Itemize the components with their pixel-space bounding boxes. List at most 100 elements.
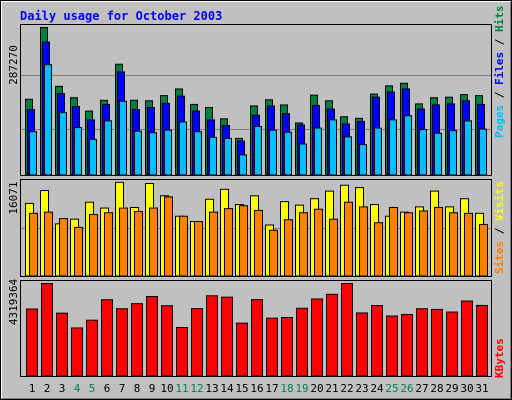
- bar-pages-day-19: [299, 143, 307, 176]
- chart-bars: [25, 27, 488, 377]
- bar-pages-day-6: [104, 120, 112, 176]
- legend-hits-files-pages: Pages / Files / Hits: [493, 6, 506, 139]
- bar-sites-day-27: [419, 210, 428, 277]
- day-label-5: 5: [89, 382, 96, 395]
- bar-pages-day-13: [209, 136, 217, 176]
- day-label-12: 12: [190, 382, 203, 395]
- bar-sites-day-9: [149, 207, 158, 277]
- bar-pages-day-14: [224, 137, 232, 176]
- bar-pages-day-3: [59, 112, 67, 176]
- bar-sites-day-3: [59, 218, 68, 277]
- bar-kbytes-day-28: [431, 308, 443, 377]
- bar-kbytes-day-20: [311, 298, 323, 377]
- bar-pages-day-4: [74, 127, 82, 176]
- day-label-13: 13: [205, 382, 218, 395]
- bar-sites-day-1: [29, 212, 38, 277]
- day-label-29: 29: [445, 382, 458, 395]
- bar-sites-day-7: [119, 207, 128, 277]
- day-label-1: 1: [29, 382, 36, 395]
- bar-sites-day-19: [299, 212, 308, 277]
- bar-kbytes-day-30: [461, 300, 473, 377]
- bar-kbytes-day-24: [371, 305, 383, 377]
- day-label-31: 31: [475, 382, 488, 395]
- bar-sites-day-8: [134, 211, 143, 277]
- bar-kbytes-day-14: [221, 296, 233, 377]
- day-label-4: 4: [74, 382, 81, 395]
- bar-sites-day-5: [89, 214, 98, 277]
- bar-pages-day-17: [269, 129, 277, 176]
- bar-sites-day-2: [44, 211, 53, 277]
- bar-pages-day-7: [119, 100, 127, 176]
- bar-pages-day-29: [449, 130, 457, 176]
- legend-pages: Pages: [493, 105, 506, 138]
- bar-pages-day-10: [164, 129, 172, 176]
- legend-separator: /: [493, 85, 506, 105]
- day-label-28: 28: [430, 382, 443, 395]
- bar-kbytes-day-21: [326, 293, 338, 377]
- day-label-22: 22: [340, 382, 353, 395]
- legend-separator: /: [493, 221, 506, 241]
- bar-kbytes-day-27: [416, 308, 428, 377]
- bar-sites-day-20: [314, 208, 323, 277]
- bar-pages-day-15: [239, 154, 247, 176]
- bar-kbytes-day-31: [476, 304, 488, 377]
- legend-visits-sites: Sites / Visits: [493, 181, 506, 274]
- bar-kbytes-day-17: [266, 317, 278, 377]
- bar-pages-day-9: [149, 132, 157, 176]
- day-label-27: 27: [415, 382, 428, 395]
- bar-kbytes-day-6: [101, 299, 113, 377]
- bar-sites-day-11: [179, 215, 188, 277]
- bar-sites-day-26: [404, 212, 413, 277]
- bar-kbytes-day-16: [251, 299, 263, 377]
- chart-title: Daily usage for October 2003: [20, 9, 222, 23]
- bar-kbytes-day-7: [116, 308, 128, 377]
- bar-sites-day-4: [74, 226, 83, 277]
- bar-pages-day-20: [314, 127, 322, 176]
- bar-pages-day-1: [29, 131, 37, 176]
- day-label-3: 3: [59, 382, 66, 395]
- bar-sites-day-31: [479, 223, 488, 277]
- hits-axis-max-label: 287270: [7, 45, 20, 85]
- bar-kbytes-day-5: [86, 319, 98, 377]
- bar-pages-day-8: [134, 130, 142, 176]
- bar-kbytes-day-22: [341, 283, 353, 377]
- bar-pages-day-26: [404, 115, 412, 176]
- day-label-16: 16: [250, 382, 263, 395]
- day-label-23: 23: [355, 382, 368, 395]
- bar-kbytes-day-8: [131, 303, 143, 377]
- bar-pages-day-23: [359, 144, 367, 176]
- legend-separator: /: [493, 32, 506, 52]
- day-label-8: 8: [134, 382, 141, 395]
- bar-sites-day-28: [434, 206, 443, 277]
- bar-kbytes-day-4: [71, 327, 83, 377]
- bar-sites-day-17: [269, 229, 278, 277]
- bar-kbytes-day-10: [161, 305, 173, 377]
- day-label-10: 10: [160, 382, 173, 395]
- bar-kbytes-day-2: [41, 283, 53, 377]
- bar-kbytes-day-1: [26, 308, 38, 377]
- bar-sites-day-6: [104, 212, 113, 277]
- bar-pages-day-27: [419, 129, 427, 176]
- bar-pages-day-30: [464, 120, 472, 176]
- kbytes-axis-max-label: 4319364: [7, 278, 20, 325]
- bar-kbytes-day-15: [236, 322, 248, 377]
- legend-sites: Sites: [493, 241, 506, 274]
- bar-kbytes-day-18: [281, 316, 293, 377]
- legend-kbytes-label: KBytes: [493, 338, 506, 378]
- bar-sites-day-25: [389, 206, 398, 277]
- bar-sites-day-12: [194, 221, 203, 277]
- bar-kbytes-day-26: [401, 313, 413, 377]
- legend-kbytes: KBytes: [493, 338, 506, 378]
- bar-sites-day-21: [329, 218, 338, 277]
- legend-visits: Visits: [493, 181, 506, 221]
- bar-kbytes-day-23: [356, 312, 368, 377]
- bar-kbytes-day-19: [296, 307, 308, 377]
- day-label-26: 26: [400, 382, 413, 395]
- bar-sites-day-16: [254, 209, 263, 277]
- day-label-19: 19: [295, 382, 308, 395]
- bar-sites-day-29: [449, 212, 458, 277]
- bar-pages-day-31: [479, 128, 487, 176]
- bar-kbytes-day-29: [446, 311, 458, 377]
- bar-kbytes-day-9: [146, 296, 158, 377]
